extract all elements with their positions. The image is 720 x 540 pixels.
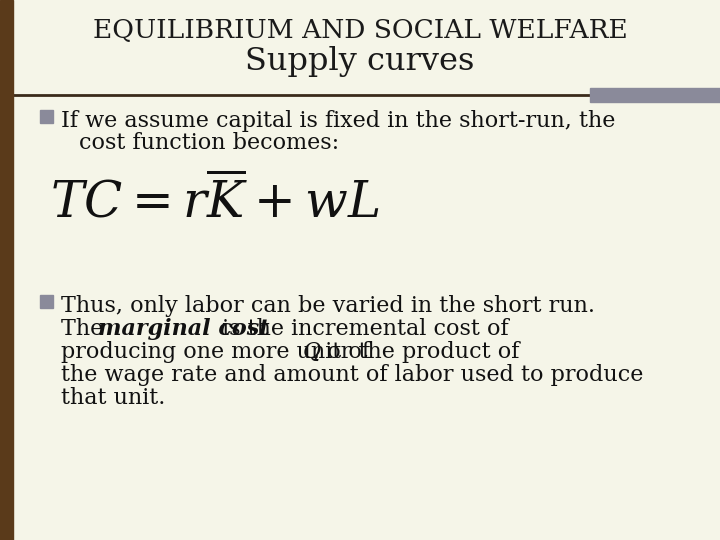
Text: is the incremental cost of: is the incremental cost of — [215, 318, 508, 340]
Text: Q: Q — [303, 341, 321, 363]
Text: marginal cost: marginal cost — [98, 318, 269, 340]
Bar — [590, 88, 720, 102]
Text: the wage rate and amount of labor used to produce: the wage rate and amount of labor used t… — [61, 364, 644, 386]
Text: If we assume capital is fixed in the short-run, the: If we assume capital is fixed in the sho… — [61, 110, 616, 132]
Text: , or the product of: , or the product of — [313, 341, 519, 363]
Text: Supply curves: Supply curves — [246, 46, 474, 77]
Text: Thus, only labor can be varied in the short run.: Thus, only labor can be varied in the sh… — [61, 295, 595, 317]
Text: producing one more unit of: producing one more unit of — [61, 341, 377, 363]
Text: cost function becomes:: cost function becomes: — [79, 132, 339, 154]
Bar — [0, 0, 13, 540]
Text: $\mathit{TC} = r\overline{K} + wL$: $\mathit{TC} = r\overline{K} + wL$ — [50, 175, 379, 228]
Bar — [40, 295, 53, 308]
Text: that unit.: that unit. — [61, 387, 166, 409]
Text: EQUILIBRIUM AND SOCIAL WELFARE: EQUILIBRIUM AND SOCIAL WELFARE — [93, 18, 627, 43]
Text: The: The — [61, 318, 110, 340]
Bar — [40, 110, 53, 123]
